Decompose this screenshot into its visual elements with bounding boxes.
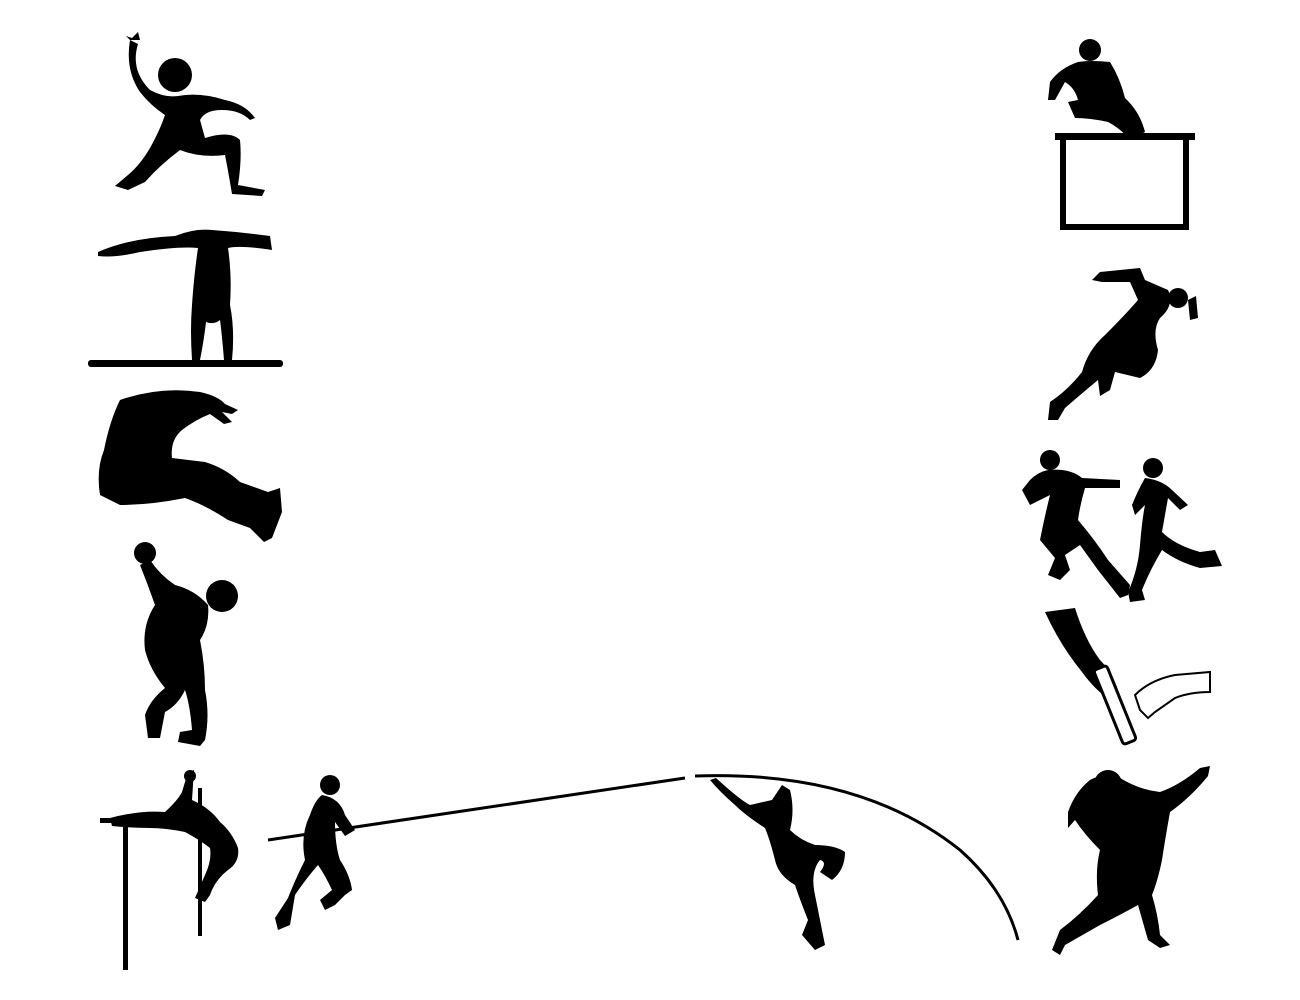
pole-vault-runner-silhouette <box>267 775 686 930</box>
discus-thrower-silhouette <box>134 542 238 746</box>
runners-pair-silhouette <box>1022 450 1222 602</box>
high-jump-silhouette <box>100 770 239 970</box>
long-jump-landing-silhouette <box>98 390 283 542</box>
hurdler-silhouette <box>1048 39 1195 230</box>
long-jump-leap-silhouette <box>115 32 265 196</box>
relay-baton-handoff-silhouette <box>1045 608 1211 746</box>
pole-vault-jump-silhouette <box>694 774 1020 950</box>
sprinter-silhouette <box>1048 268 1198 420</box>
gymnast-handstand-silhouette <box>88 229 283 367</box>
shot-put-silhouette <box>1052 766 1210 955</box>
